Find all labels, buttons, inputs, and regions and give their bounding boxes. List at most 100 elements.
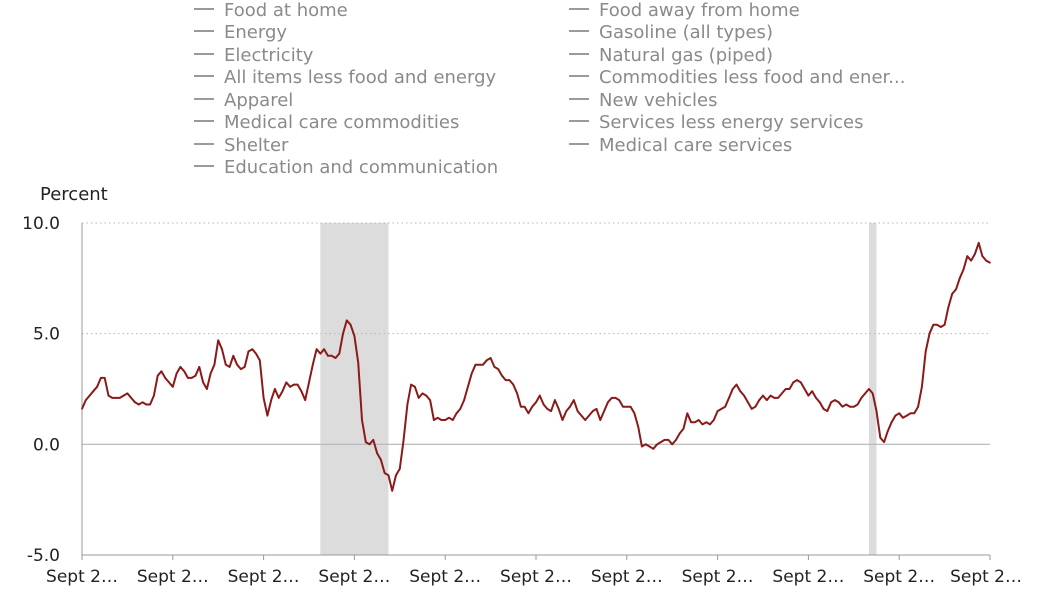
data-point (470, 372, 473, 375)
data-point (940, 326, 942, 328)
data-point (315, 348, 318, 351)
data-point (486, 359, 488, 362)
data-point (338, 352, 341, 355)
data-point (724, 405, 726, 408)
data-point (958, 277, 961, 280)
data-point (784, 388, 787, 390)
data-point (917, 405, 919, 408)
legend-item[interactable]: Medical care commodities (194, 112, 459, 134)
legend-item[interactable]: Energy (194, 22, 287, 44)
data-point (376, 452, 378, 455)
data-point (417, 397, 420, 399)
data-point (520, 405, 522, 408)
legend-dash-icon (569, 75, 589, 77)
legend-dash-icon (569, 143, 589, 145)
legend-label: Natural gas (piped) (599, 45, 774, 66)
legend-item[interactable]: Food away from home (569, 0, 800, 22)
data-point (675, 439, 677, 441)
data-point (629, 405, 632, 408)
data-point (894, 414, 897, 417)
legend-item[interactable]: Services less energy services (569, 112, 863, 134)
legend-item[interactable]: Natural gas (piped) (569, 45, 773, 67)
data-point (864, 392, 866, 395)
data-point (815, 397, 817, 399)
data-point (103, 377, 106, 379)
data-point (928, 332, 931, 335)
legend-item[interactable]: Medical care services (569, 135, 792, 157)
data-point (119, 397, 121, 399)
data-point (739, 390, 742, 393)
data-point (879, 436, 882, 439)
data-point (663, 439, 666, 441)
data-point (88, 394, 91, 397)
data-point (497, 368, 500, 370)
data-point (743, 394, 745, 397)
data-point (312, 363, 314, 366)
series-line[interactable] (81, 241, 991, 492)
data-point (542, 403, 545, 406)
data-point (550, 410, 552, 412)
data-point (819, 401, 821, 404)
legend-item[interactable]: Commodities less food and ener... (569, 67, 905, 89)
data-point (716, 410, 719, 412)
data-point (720, 408, 723, 410)
data-point (924, 350, 927, 353)
legend-item[interactable]: Shelter (194, 135, 288, 157)
data-point (111, 397, 114, 399)
legend-item[interactable]: Electricity (194, 45, 313, 67)
legend-label: Medical care commodities (224, 112, 460, 133)
legend-label: Apparel (224, 90, 294, 111)
data-point (951, 293, 953, 295)
recession-bands (320, 223, 877, 555)
data-point (800, 381, 802, 384)
x-tick-label: Sept 2… (863, 567, 935, 587)
data-point (735, 383, 738, 386)
data-point (871, 392, 874, 395)
data-point (830, 401, 832, 404)
data-point (697, 419, 700, 421)
legend-item[interactable]: Food at home (194, 0, 348, 22)
gridlines (82, 222, 990, 445)
data-point (633, 412, 636, 415)
legend-item[interactable]: Apparel (194, 90, 293, 112)
data-point (289, 386, 291, 388)
data-point (391, 490, 394, 492)
data-point (406, 403, 409, 406)
data-point (274, 388, 276, 390)
legend-item[interactable]: Gasoline (all types) (569, 22, 773, 44)
data-point (822, 408, 825, 410)
data-point (429, 399, 431, 401)
y-tick-label: 10.0 (22, 214, 60, 234)
data-point (766, 399, 768, 401)
data-point (327, 355, 329, 357)
data-point (330, 355, 333, 357)
data-point (607, 401, 609, 404)
legend-item[interactable]: All items less food and energy (194, 67, 496, 89)
x-tick-label: Sept 2… (46, 567, 118, 587)
data-point (455, 412, 458, 415)
data-point (209, 372, 212, 375)
data-point (395, 474, 397, 477)
data-point (974, 253, 976, 255)
data-point (648, 445, 651, 448)
data-point (270, 399, 273, 401)
data-point (728, 397, 730, 399)
data-point (580, 414, 583, 417)
data-point (565, 410, 568, 412)
legend-item[interactable]: New vehicles (569, 90, 717, 112)
x-tick-label: Sept 2… (500, 567, 572, 587)
data-point (932, 324, 935, 326)
data-point (266, 414, 269, 417)
data-point (890, 421, 893, 424)
legend-item[interactable]: Education and communication (194, 157, 498, 179)
data-point (989, 262, 991, 264)
data-point (713, 419, 715, 421)
data-point (232, 355, 235, 357)
data-point (433, 419, 435, 421)
data-point (981, 255, 984, 257)
data-point (149, 403, 151, 406)
data-point (138, 403, 140, 406)
data-point (346, 319, 348, 322)
data-point (641, 445, 643, 448)
